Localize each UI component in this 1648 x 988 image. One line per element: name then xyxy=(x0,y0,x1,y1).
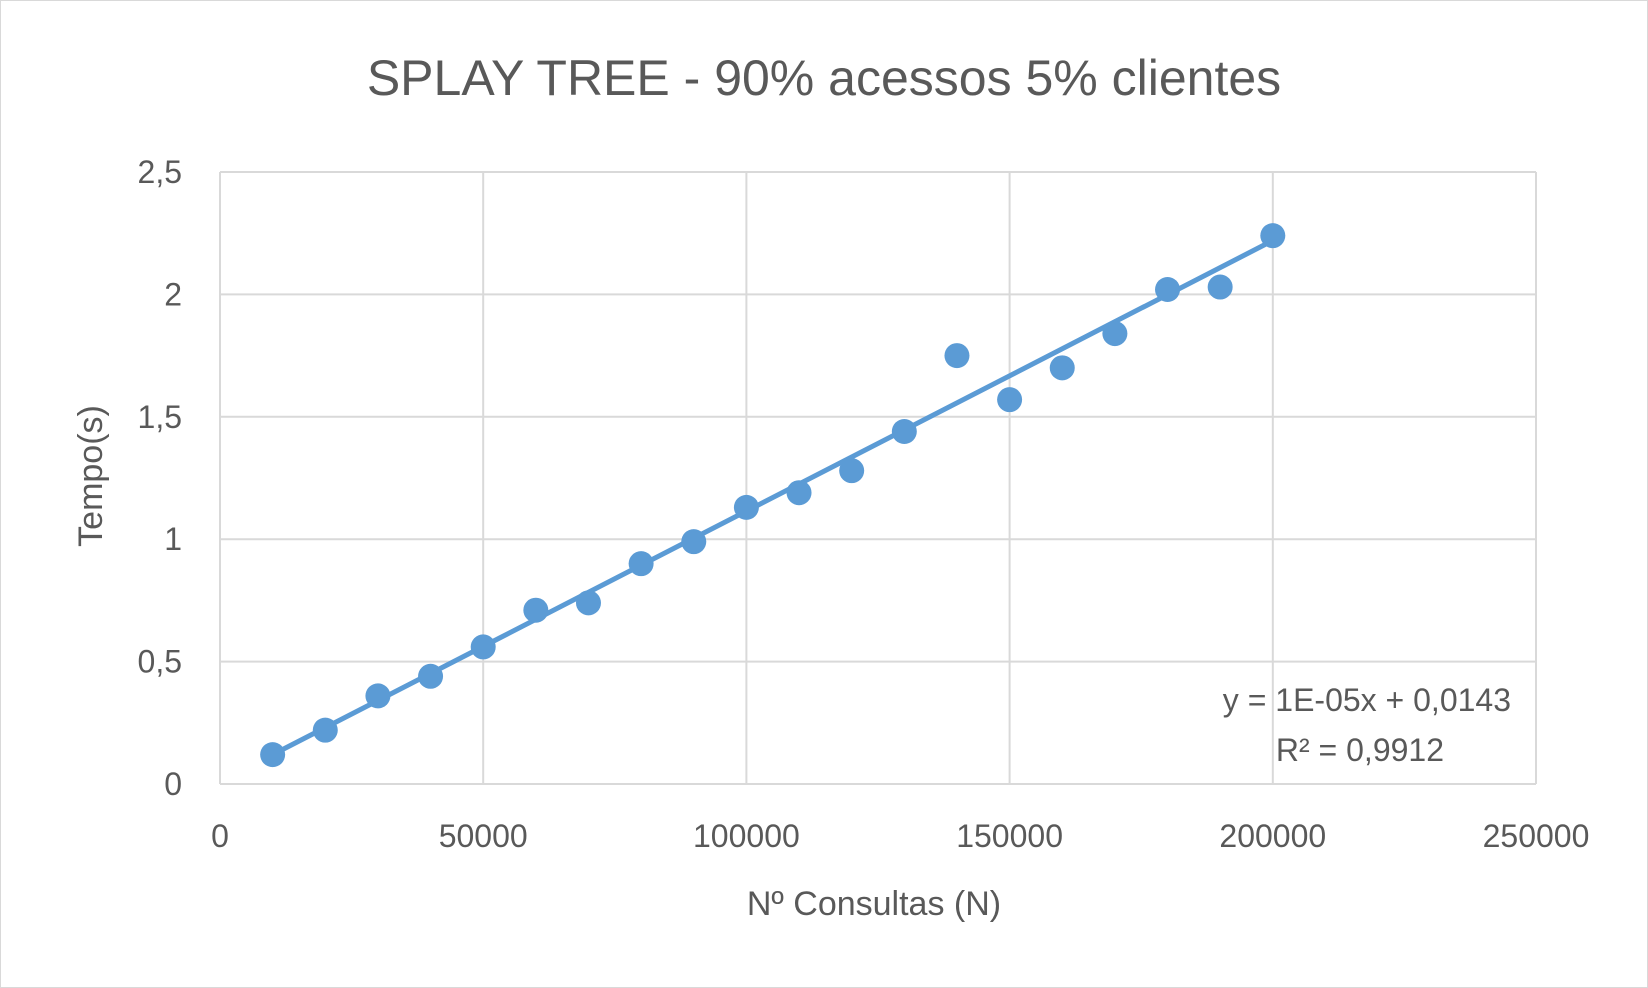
data-point xyxy=(312,717,338,743)
x-tick-label: 100000 xyxy=(693,818,800,854)
trendline-r-squared: R² = 0,9912 xyxy=(1276,732,1444,768)
data-point xyxy=(1102,321,1128,347)
data-point xyxy=(365,683,391,709)
x-tick-label: 250000 xyxy=(1483,818,1590,854)
data-point xyxy=(575,590,601,616)
data-point xyxy=(1207,274,1233,300)
x-tick-label: 50000 xyxy=(439,818,528,854)
data-point xyxy=(523,597,549,623)
x-tick-label: 0 xyxy=(211,818,229,854)
data-point xyxy=(628,551,654,577)
y-tick-label: 2,5 xyxy=(138,154,182,190)
data-point xyxy=(997,387,1023,413)
x-tick-label: 150000 xyxy=(956,818,1063,854)
y-tick-label: 2 xyxy=(164,276,182,312)
y-tick-label: 1,5 xyxy=(138,399,182,435)
data-point xyxy=(944,343,970,369)
data-point xyxy=(733,494,759,520)
y-tick-label: 0,5 xyxy=(138,644,182,680)
axis-layer xyxy=(219,172,1536,785)
data-point xyxy=(891,418,917,444)
data-point-layer xyxy=(260,223,1286,768)
data-point xyxy=(839,458,865,484)
x-axis-title: Nº Consultas (N) xyxy=(747,885,1001,923)
data-point xyxy=(470,634,496,660)
data-point xyxy=(418,663,444,689)
y-axis-title: Tempo(s) xyxy=(72,405,110,547)
x-tick-label: 200000 xyxy=(1219,818,1326,854)
chart-title: SPLAY TREE - 90% acessos 5% clientes xyxy=(367,50,1281,106)
data-point xyxy=(1155,277,1181,303)
data-point xyxy=(681,529,707,555)
data-point xyxy=(1260,223,1286,249)
data-point xyxy=(260,742,286,768)
trendline-equation: y = 1E-05x + 0,0143 xyxy=(1223,682,1511,718)
grid-layer xyxy=(220,171,1537,784)
data-point xyxy=(786,480,812,506)
y-tick-label: 1 xyxy=(164,521,182,557)
tick-label-layer: 0 50000 100000 150000 200000 250000 0 0,5 1 1,5 2 2… xyxy=(138,154,1590,854)
y-tick-label: 0 xyxy=(164,766,182,802)
data-point xyxy=(1049,355,1075,381)
